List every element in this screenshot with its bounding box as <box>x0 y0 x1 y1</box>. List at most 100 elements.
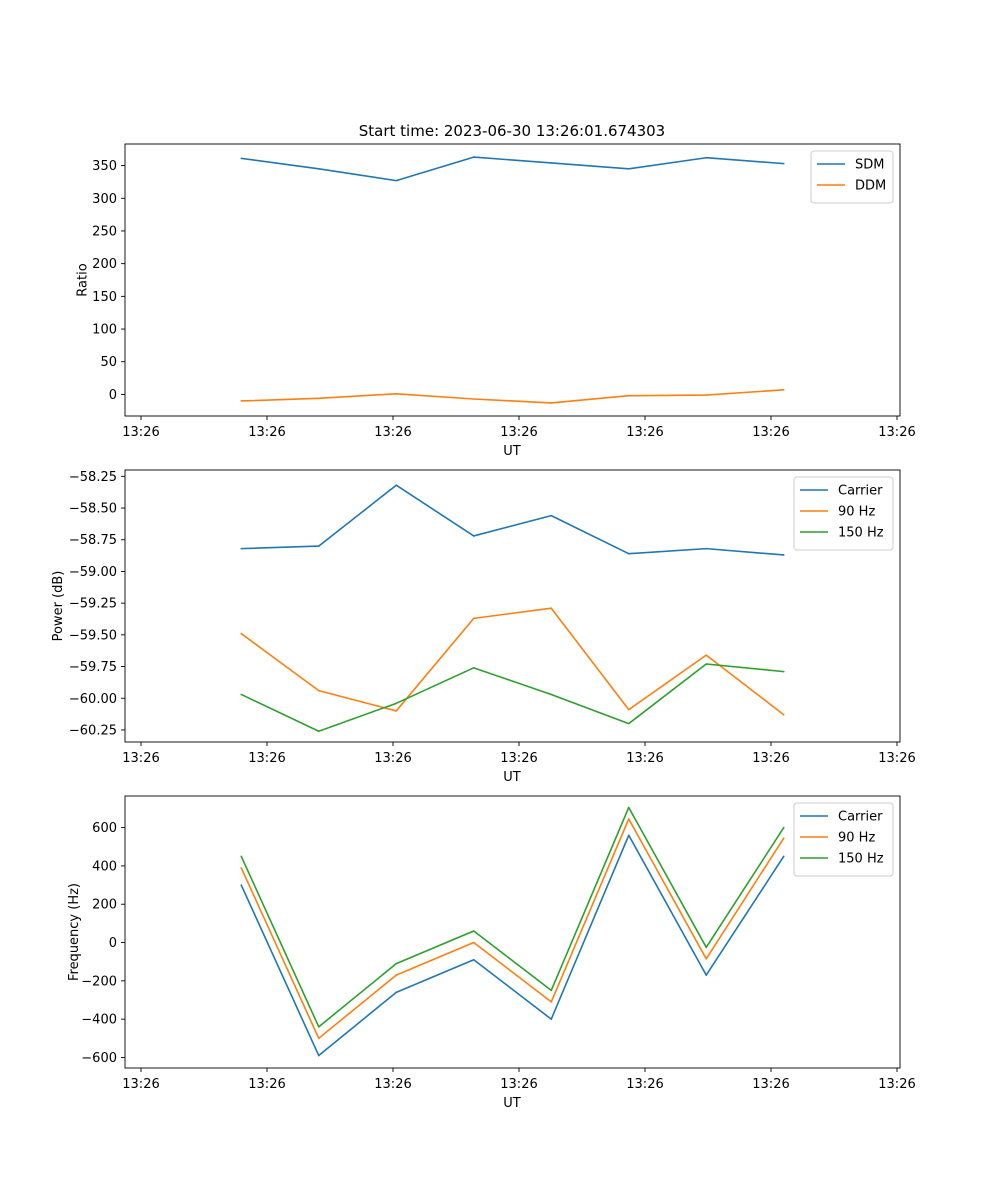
y-tick-label: −600 <box>81 1051 117 1066</box>
data-point-150-hz-5 <box>550 989 553 992</box>
x-axis-label: UT <box>503 770 521 785</box>
x-tick-label: 13:26 <box>878 425 915 440</box>
data-point-ddm-8 <box>782 389 785 391</box>
data-point-carrier-8 <box>782 855 785 858</box>
y-tick-label: 200 <box>92 257 117 272</box>
data-point-carrier-6 <box>627 834 630 837</box>
x-tick-label: 13:26 <box>122 1077 159 1092</box>
data-point-carrier-3 <box>395 484 398 487</box>
chart-panel-2: 13:2613:2613:2613:2613:2613:2613:2613:27… <box>51 469 916 785</box>
data-point-sdm-7 <box>705 156 708 159</box>
data-point-150-hz-2 <box>317 730 320 733</box>
data-point-carrier-1 <box>240 884 243 886</box>
data-point-ddm-4 <box>472 398 475 400</box>
data-point-90-hz-5 <box>550 1001 553 1003</box>
data-point-150-hz-3 <box>395 702 398 705</box>
data-point-sdm-3 <box>395 179 398 182</box>
series-line-150-hz <box>240 663 784 733</box>
x-tick-label: 13:26 <box>500 425 537 440</box>
series-line-150-hz <box>240 806 785 1028</box>
x-tick-label: 13:26 <box>752 1077 789 1092</box>
x-tick-label: 13:26 <box>122 425 159 440</box>
data-point-carrier-6 <box>627 552 630 555</box>
y-axis-label: Frequency (Hz) <box>67 883 82 981</box>
data-point-carrier-4 <box>472 535 475 537</box>
data-point-90-hz-7 <box>705 958 708 960</box>
data-point-150-hz-8 <box>782 826 785 829</box>
data-point-ddm-1 <box>240 400 243 402</box>
legend-label-carrier: Carrier <box>838 810 883 825</box>
data-point-carrier-5 <box>550 514 553 517</box>
series-line-carrier <box>240 834 785 1057</box>
data-point-carrier-8 <box>782 554 785 556</box>
data-point-ddm-2 <box>317 397 320 400</box>
y-axis-label: Ratio <box>75 263 90 296</box>
data-point-150-hz-7 <box>705 946 708 949</box>
y-tick-label: −200 <box>81 974 117 989</box>
data-point-sdm-6 <box>627 168 630 170</box>
data-point-carrier-4 <box>472 958 475 961</box>
y-tick-label: 0 <box>109 388 117 403</box>
y-tick-label: 250 <box>92 224 117 239</box>
y-tick-label: −59.50 <box>69 628 117 643</box>
series-line-90-hz <box>240 818 785 1040</box>
x-tick-label: 13:26 <box>248 751 285 766</box>
y-tick-label: 150 <box>92 290 117 305</box>
data-point-90-hz-5 <box>550 607 553 610</box>
data-point-90-hz-1 <box>240 867 243 869</box>
y-tick-label: 300 <box>92 192 117 207</box>
y-tick-label: 0 <box>109 936 117 951</box>
data-point-150-hz-1 <box>240 855 243 858</box>
y-axis-label: Power (dB) <box>51 571 66 642</box>
data-point-carrier-7 <box>705 974 708 976</box>
y-tick-label: −59.25 <box>69 597 117 612</box>
x-tick-label: 13:26 <box>248 1077 285 1092</box>
series-line-carrier <box>241 484 784 556</box>
data-point-150-hz-5 <box>550 693 553 696</box>
x-tick-label: 13:26 <box>374 751 411 766</box>
figure-title: Start time: 2023-06-30 13:26:01.674303 <box>359 122 665 140</box>
series-line-ddm <box>241 389 784 404</box>
x-tick-label: 13:26 <box>500 1077 537 1092</box>
data-point-150-hz-4 <box>472 930 475 932</box>
x-tick-label: 13:26 <box>752 751 789 766</box>
data-point-150-hz-7 <box>705 663 708 665</box>
data-point-carrier-5 <box>550 1018 553 1020</box>
data-point-carrier-2 <box>317 545 320 547</box>
x-tick-label: 13:26 <box>374 1077 411 1092</box>
data-point-carrier-2 <box>317 1054 320 1057</box>
data-point-sdm-8 <box>782 162 785 165</box>
data-point-90-hz-4 <box>472 617 475 620</box>
data-point-90-hz-6 <box>627 818 630 820</box>
x-tick-label: 13:26 <box>374 425 411 440</box>
x-tick-label: 13:26 <box>626 751 663 766</box>
x-tick-label: 13:26 <box>626 1077 663 1092</box>
y-tick-label: 400 <box>92 859 117 874</box>
data-point-sdm-2 <box>317 168 320 170</box>
data-point-90-hz-7 <box>705 654 708 656</box>
legend: SDM DDM <box>810 150 894 204</box>
y-tick-label: −60.25 <box>69 723 117 738</box>
data-point-90-hz-1 <box>240 632 243 635</box>
legend: Carrier 90 Hz 150 Hz <box>793 476 894 551</box>
x-axis-label: UT <box>503 444 521 459</box>
series-line-90-hz <box>240 607 785 716</box>
y-tick-label: −400 <box>81 1013 117 1028</box>
chart-panel-1: 13:2613:2613:2613:2613:2613:2613:2613:27… <box>75 143 916 459</box>
data-point-150-hz-6 <box>627 722 630 725</box>
data-point-90-hz-8 <box>782 713 785 716</box>
y-tick-label: −58.50 <box>69 502 117 517</box>
y-tick-label: −60.00 <box>69 692 117 707</box>
data-point-sdm-5 <box>550 162 553 164</box>
y-tick-label: 350 <box>92 159 117 174</box>
x-tick-label: 13:26 <box>248 425 285 440</box>
x-tick-label: 13:26 <box>122 751 159 766</box>
x-axis-label: UT <box>503 1096 521 1111</box>
legend-label-sdm: SDM <box>855 158 884 173</box>
legend-label-carrier: Carrier <box>838 484 883 499</box>
data-point-ddm-3 <box>395 392 398 395</box>
x-tick-label: 13:26 <box>626 425 663 440</box>
chart-panel-3: 13:2613:2613:2613:2613:2613:2613:2613:27… <box>67 795 916 1111</box>
data-point-carrier-3 <box>395 991 398 994</box>
